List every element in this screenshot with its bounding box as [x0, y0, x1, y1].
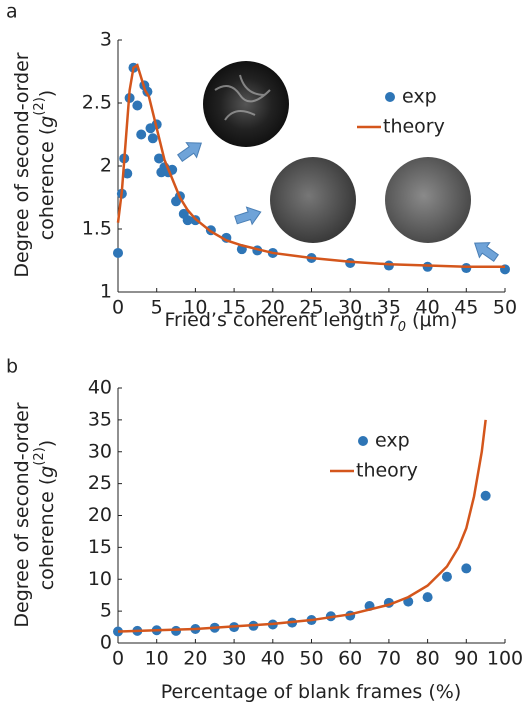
y-tick-label: 40 [88, 377, 112, 399]
data-point [441, 571, 452, 582]
x-tick-label: 40 [261, 648, 285, 670]
x-tick-label: 40 [416, 297, 440, 319]
y-tick-label: 1 [100, 281, 112, 303]
y-tick-label: 20 [88, 504, 112, 526]
legend-marker [385, 92, 395, 102]
y-tick-label: 2 [100, 155, 112, 177]
data-point [113, 247, 123, 258]
legend-label: theory [383, 116, 445, 138]
y-axis-label: coherence (g(2)) [32, 90, 58, 240]
x-tick-label: 20 [261, 297, 285, 319]
x-tick-label: 35 [377, 297, 401, 319]
x-tick-label: 0 [112, 297, 124, 319]
theory-line [116, 63, 505, 269]
x-tick-label: 90 [454, 648, 478, 670]
x-tick-label: 5 [151, 297, 163, 319]
data-point [132, 100, 143, 111]
y-tick-label: 30 [88, 440, 112, 462]
panel-label: b [6, 356, 18, 378]
x-tick-label: 25 [299, 297, 323, 319]
x-tick-label: 100 [487, 648, 523, 670]
y-axis-label: coherence (g(2)) [32, 440, 58, 590]
legend-label: exp [375, 430, 410, 452]
y-tick-label: 35 [88, 408, 112, 430]
data-point [147, 133, 158, 144]
data-point [461, 563, 472, 574]
x-tick-label: 45 [454, 297, 478, 319]
y-tick-label: 15 [88, 536, 112, 558]
x-tick-label: 60 [338, 648, 362, 670]
arrows [177, 142, 499, 262]
y-tick-label: 5 [100, 600, 112, 622]
x-tick-label: 15 [222, 297, 246, 319]
data-point [182, 215, 193, 226]
x-tick-label: 30 [222, 648, 246, 670]
panel-label: a [6, 1, 18, 23]
x-tick-label: 0 [112, 648, 124, 670]
speckle-images [203, 61, 471, 243]
x-tick-label: 50 [299, 648, 323, 670]
y-tick-label: 1.5 [82, 218, 112, 240]
y-tick-label: 2.5 [82, 92, 112, 114]
x-tick-label: 30 [338, 297, 362, 319]
y-tick-label: 10 [88, 568, 112, 590]
data-point [480, 490, 491, 501]
data-point [136, 129, 147, 140]
y-tick-label: 25 [88, 472, 112, 494]
theory-line [117, 419, 487, 633]
x-tick-label: 10 [183, 297, 207, 319]
x-tick-label: 20 [183, 648, 207, 670]
y-tick-label: 3 [100, 29, 112, 51]
data-point [422, 592, 433, 603]
data-point [154, 153, 165, 164]
legend-label: theory [356, 460, 418, 482]
x-tick-label: 10 [145, 648, 169, 670]
x-tick-label: 50 [493, 297, 517, 319]
y-axis-label: Degree of second-order [11, 402, 33, 627]
data-point [122, 168, 133, 179]
x-axis-label: Percentage of blank frames (%) [161, 681, 462, 703]
data-point [461, 263, 472, 274]
legend-marker [358, 436, 368, 446]
y-axis-label: Degree of second-order [11, 52, 33, 277]
legend-label: exp [402, 86, 437, 108]
x-tick-label: 70 [377, 648, 401, 670]
x-tick-label: 80 [416, 648, 440, 670]
x-axis-label: Fried’s coherent length r0 (μm) [165, 309, 458, 336]
y-tick-label: 0 [100, 632, 112, 654]
